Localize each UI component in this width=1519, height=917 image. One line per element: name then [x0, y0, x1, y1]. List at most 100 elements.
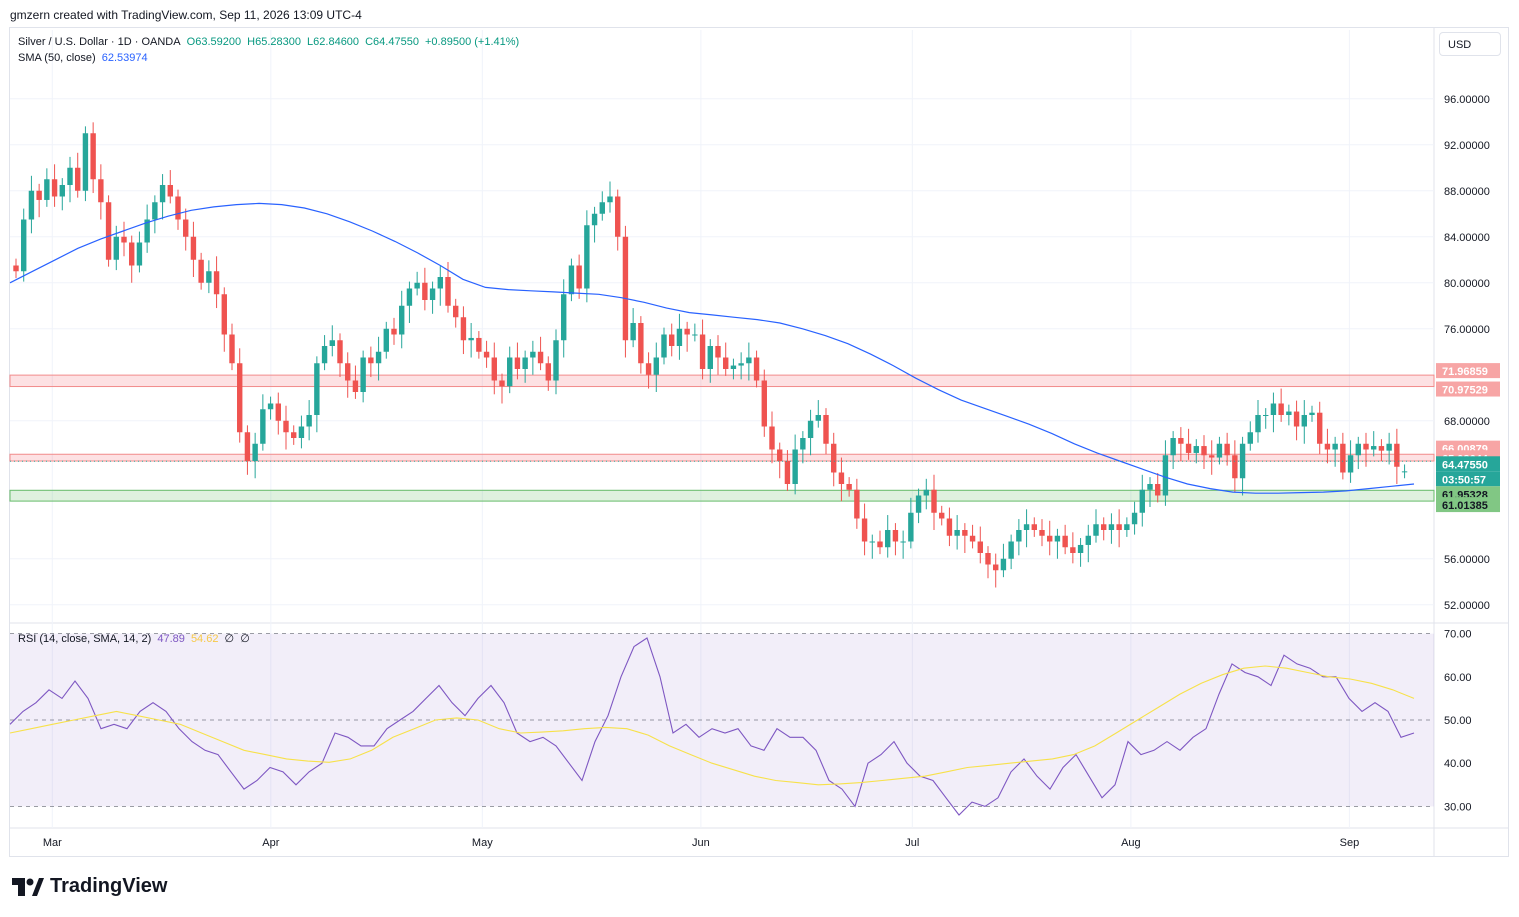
candle-up	[260, 409, 266, 444]
candle-up	[1170, 438, 1176, 456]
candle-up	[113, 236, 119, 260]
candle-down	[1340, 443, 1346, 473]
candle-down	[237, 363, 243, 433]
candle-down	[1047, 535, 1053, 542]
candle-up	[360, 357, 366, 392]
candle-up	[885, 530, 891, 548]
candle-up	[298, 426, 305, 438]
candle-up	[869, 541, 875, 543]
candle-up	[406, 288, 413, 306]
candle-down	[229, 334, 235, 364]
time-tick-label: Sep	[1340, 837, 1360, 849]
zone-layer	[9, 374, 1435, 502]
candle-up	[1085, 535, 1091, 545]
candle-up	[1347, 455, 1354, 473]
candle-up	[561, 294, 567, 341]
candle-down	[90, 133, 96, 180]
rsi-tick-label: 70.00	[1444, 629, 1472, 641]
candle-down	[476, 337, 482, 352]
candle-up	[607, 196, 613, 203]
chart-frame[interactable]	[9, 27, 1509, 857]
tradingview-logo: TradingView	[12, 875, 167, 898]
candle-up	[553, 340, 559, 381]
candle-down	[931, 489, 937, 513]
candle-up	[1193, 446, 1199, 453]
currency-button[interactable]: USD	[1439, 32, 1501, 56]
candle-down	[831, 443, 837, 473]
candle-down	[622, 236, 629, 341]
candle-down	[422, 282, 428, 300]
candle-down	[939, 512, 945, 519]
candle-down	[846, 484, 852, 490]
candle-up	[1286, 411, 1292, 415]
price-tick-label: 80.00000	[1444, 278, 1490, 290]
legend-low: L62.84600	[307, 36, 360, 48]
candle-down	[275, 403, 281, 421]
candle-down	[537, 351, 544, 364]
candle-down	[861, 518, 868, 542]
candle-down	[1031, 524, 1037, 530]
candle-down	[854, 489, 860, 519]
candle-down	[183, 219, 189, 237]
candle-down	[175, 196, 181, 220]
candle-down	[638, 323, 644, 364]
candle-down	[105, 202, 112, 260]
time-tick-label: Mar	[43, 837, 62, 849]
candle-down	[337, 340, 343, 364]
candle-layer	[13, 122, 1408, 588]
candle-down	[977, 541, 983, 553]
candle-down	[499, 380, 505, 387]
candle-down	[1185, 443, 1192, 453]
time-tick-label: Aug	[1121, 837, 1141, 849]
tradingview-logo-icon	[12, 877, 44, 896]
candle-up	[399, 305, 405, 335]
candle-down	[98, 179, 104, 203]
candle-up	[321, 346, 328, 364]
price-tick-label: 84.00000	[1444, 232, 1490, 244]
candle-down	[1116, 524, 1122, 530]
candle-up	[429, 288, 436, 300]
candle-down	[121, 236, 127, 243]
candle-up	[82, 133, 89, 191]
candle-down	[1155, 484, 1161, 496]
candle-up	[1371, 446, 1377, 450]
rsi-legend-label: RSI (14, close, SMA, 14, 2)	[18, 633, 152, 645]
candle-up	[568, 265, 575, 295]
candle-down	[51, 179, 58, 197]
candle-up	[1216, 443, 1223, 458]
zone-bottom-label-bg	[1436, 381, 1500, 397]
legend-symbol: Silver / U.S. Dollar · 1D · OANDA	[18, 36, 181, 48]
candle-up	[1162, 455, 1169, 496]
candle-down	[969, 535, 976, 542]
candle-up	[676, 328, 683, 346]
candle-up	[314, 363, 320, 415]
rsi-sma-line	[9, 665, 1415, 786]
candle-up	[329, 340, 335, 346]
candle-down	[769, 426, 775, 450]
candle-up	[792, 449, 798, 484]
candle-down	[352, 380, 359, 392]
candle-down	[838, 472, 845, 484]
candle-up	[599, 202, 605, 214]
candle-down	[892, 530, 899, 542]
candle-up	[468, 337, 474, 341]
candle-down	[784, 461, 791, 484]
candle-up	[522, 357, 528, 369]
candle-up	[59, 185, 65, 197]
candle-down	[36, 190, 42, 200]
candle-up	[67, 167, 73, 185]
resistance-zone	[9, 374, 1435, 388]
candle-up	[815, 415, 821, 421]
price-tick-label: 92.00000	[1444, 140, 1490, 152]
time-tick-label: Apr	[262, 837, 279, 849]
candle-up	[383, 328, 389, 352]
candle-up	[1301, 415, 1307, 427]
candle-up	[1124, 524, 1130, 530]
candle-down	[993, 564, 999, 571]
candle-up	[437, 277, 443, 289]
candle-up	[1023, 524, 1030, 530]
candle-down	[715, 346, 721, 358]
rsi-tick-label: 30.00	[1444, 801, 1472, 813]
candle-down	[985, 553, 991, 565]
